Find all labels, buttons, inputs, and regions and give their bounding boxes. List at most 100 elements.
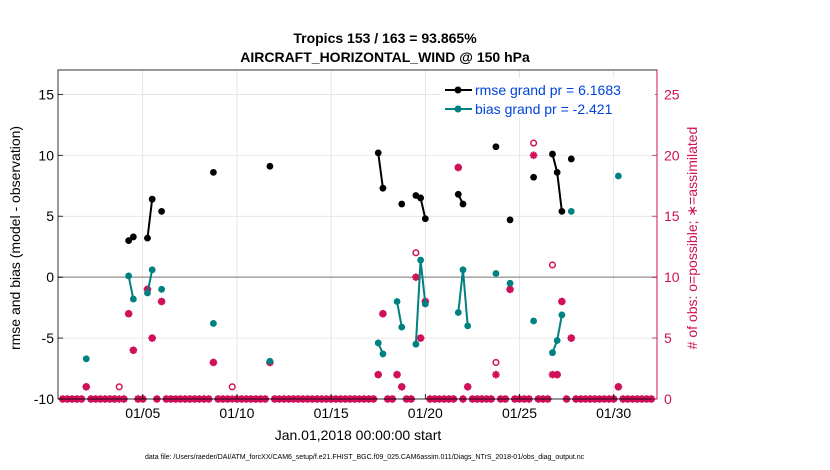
bias-point — [82, 355, 90, 363]
footer-note: data file: /Users/raeder/DAI/ATM_forcXX/… — [145, 454, 585, 461]
bias-point — [459, 266, 467, 274]
obs-assimilated-marker — [567, 334, 576, 342]
rmse-point — [210, 168, 217, 176]
bias-point — [506, 279, 514, 287]
bias-point — [379, 350, 387, 358]
rmse-point — [417, 194, 425, 202]
series-layer — [82, 143, 622, 365]
chart-title: Tropics 153 / 163 = 93.865% — [293, 30, 477, 46]
rmse-point — [398, 200, 406, 208]
obs-assimilated-marker — [492, 370, 500, 379]
rmse-point — [506, 216, 514, 224]
bias-point — [614, 172, 622, 180]
rmse-point — [549, 150, 556, 158]
legend-box — [440, 78, 655, 118]
legend-rmse-label: rmse grand pr = 6.1683 — [475, 82, 621, 98]
y-right-tick-label: 0 — [664, 391, 672, 407]
obs-assimilated-marker — [148, 334, 156, 342]
legend-bias-label: bias grand pr = -2.421 — [475, 101, 613, 117]
chart-subtitle: AIRCRAFT_HORIZONTAL_WIND @ 150 hPa — [240, 49, 530, 65]
x-tick-label: 01/25 — [502, 405, 537, 421]
bias-point — [393, 298, 401, 305]
obs-assimilated-marker — [374, 370, 383, 379]
y-left-tick-label: -5 — [42, 330, 55, 346]
bias-line-segment — [457, 269, 469, 326]
obs-assimilated-marker — [454, 163, 463, 172]
obs-assimilated-marker — [397, 383, 406, 391]
obs-assimilated-marker — [506, 285, 514, 294]
ticks-layer: 01/05 01/10 01/15 01/20 01/25 01/30 -10 -5 0 5 10 1… — [34, 70, 680, 421]
rmse-point — [421, 215, 429, 223]
rmse-line-segment — [551, 153, 563, 212]
y-right-tick-label: 25 — [664, 86, 680, 102]
bias-point — [210, 320, 217, 327]
bias-point — [412, 340, 420, 348]
y-right-tick-label: 10 — [664, 269, 680, 285]
y-right-tick-label: 20 — [664, 147, 680, 163]
obs-assimilated-marker — [129, 346, 138, 355]
obs-assimilated-marker — [412, 273, 420, 281]
obs-assimilated-marker — [379, 309, 387, 318]
bias-line-segment — [127, 275, 135, 300]
bias-point — [567, 207, 575, 215]
bias-point — [454, 309, 462, 316]
obs-assimilated-marker — [529, 151, 538, 160]
bias-point — [417, 256, 425, 264]
y-left-tick-label: 15 — [38, 86, 54, 102]
obs-assimilated-marker — [82, 383, 91, 391]
bias-point — [125, 272, 133, 280]
obs-possible-marker — [228, 383, 236, 391]
bias-point — [549, 349, 556, 357]
bias-point — [421, 300, 429, 308]
legend-bias-marker — [454, 105, 462, 113]
bias-point — [530, 317, 538, 325]
y-right-tick-label: 5 — [664, 330, 672, 346]
rmse-point — [266, 162, 274, 170]
rmse-point — [374, 149, 382, 157]
rmse-point — [148, 195, 156, 203]
obs-assimilated-marker — [614, 383, 623, 391]
bias-line-segment — [146, 269, 154, 294]
obs-assimilated-marker — [558, 297, 566, 306]
obs-assimilated-marker — [124, 309, 133, 318]
bias-point — [558, 311, 566, 319]
obs-assimilated-marker — [553, 370, 561, 379]
x-tick-label: 01/15 — [314, 405, 349, 421]
rmse-point — [553, 168, 561, 176]
bias-line-segment — [551, 314, 563, 354]
rmse-point — [125, 237, 133, 244]
x-tick-label: 01/10 — [219, 405, 254, 421]
rmse-point — [379, 184, 387, 192]
obs-assimilated-marker — [209, 358, 218, 367]
bias-point — [374, 339, 382, 347]
obs-assimilated-marker — [393, 370, 401, 379]
bias-point — [266, 357, 274, 365]
y-left-tick-label: -10 — [34, 391, 54, 407]
y-left-tick-label: 0 — [46, 269, 54, 285]
y-left-tick-label: 5 — [46, 208, 54, 224]
obs-possible-marker — [548, 261, 557, 269]
obs-assimilated-marker — [463, 383, 472, 391]
obs-possible-marker — [530, 139, 538, 147]
bias-point — [148, 266, 156, 274]
y-axis-right-label: # of obs: o=possible; ∗=assimilated — [684, 127, 700, 350]
rmse-point — [158, 207, 166, 215]
bias-point — [464, 322, 472, 330]
y-right-tick-label: 15 — [664, 208, 680, 224]
rmse-point — [459, 200, 467, 208]
rmse-point — [454, 190, 462, 198]
obs-possible-marker — [412, 249, 420, 257]
obs-possible-marker — [115, 383, 123, 391]
bias-point — [158, 285, 166, 293]
obs-assimilated-marker — [157, 297, 166, 306]
rmse-point — [492, 143, 500, 151]
rmse-point — [567, 155, 575, 163]
rmse-line-segment — [146, 199, 154, 239]
obs-assimilated-marker — [416, 334, 425, 342]
legend: rmse grand pr = 6.1683 bias grand pr = -… — [440, 78, 655, 118]
x-tick-label: 01/05 — [125, 405, 160, 421]
y-left-tick-label: 10 — [38, 147, 54, 163]
bias-point — [553, 337, 561, 344]
obs-count-markers — [58, 139, 656, 403]
